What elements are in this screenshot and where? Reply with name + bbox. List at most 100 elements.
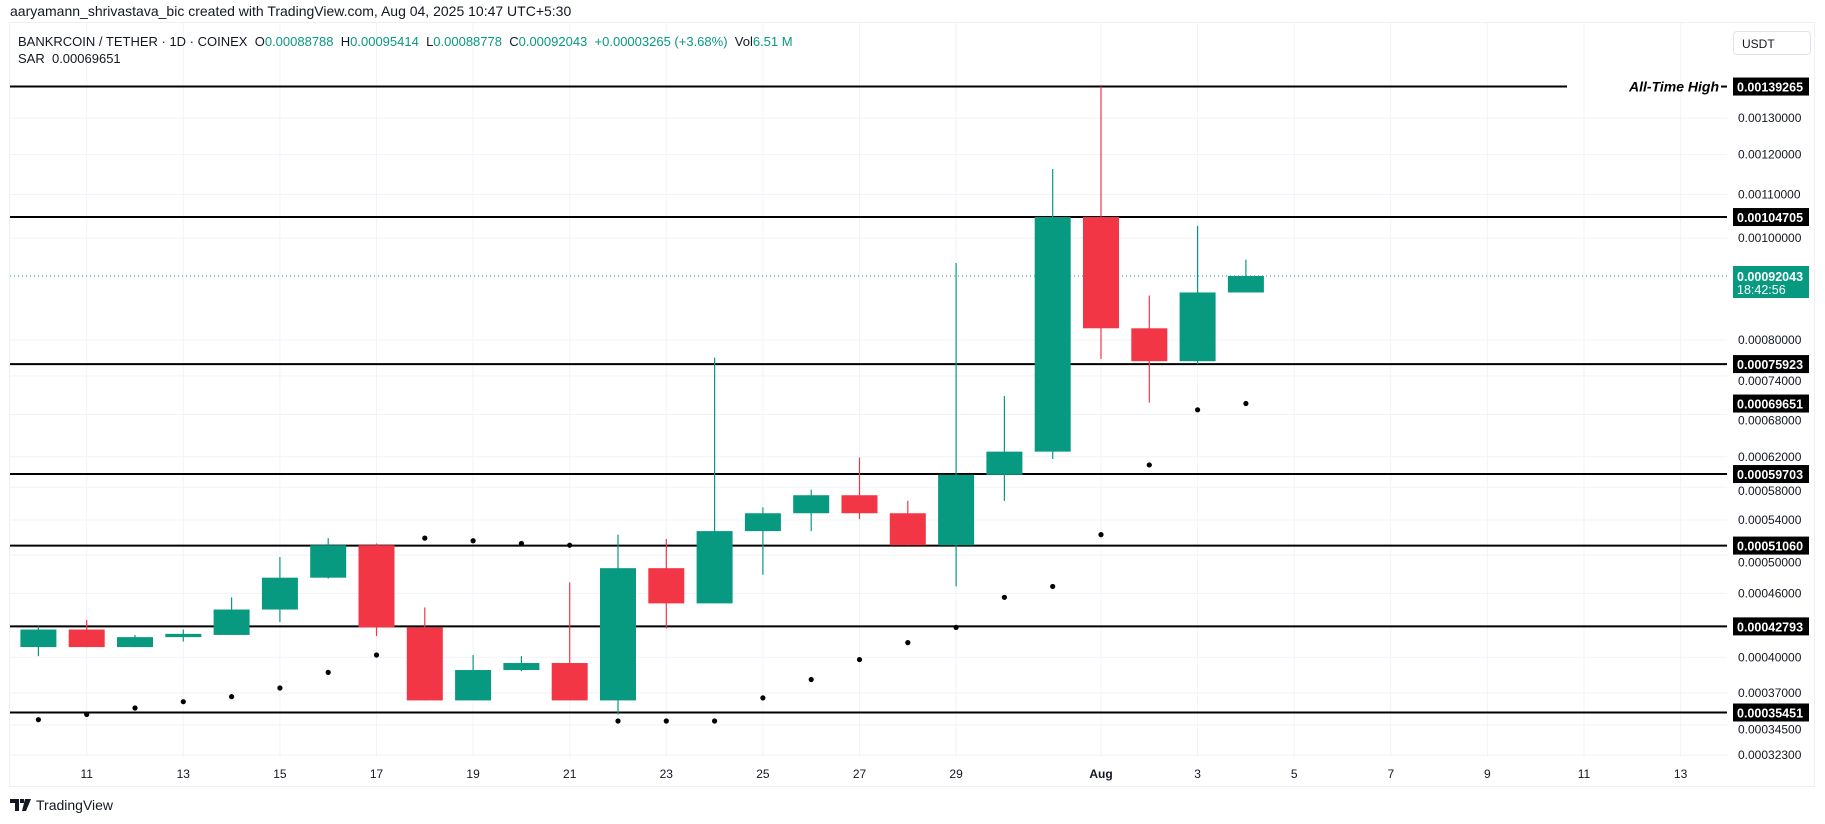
x-tick-label: 11 bbox=[1578, 767, 1591, 781]
y-tick-label: 0.00046000 bbox=[1738, 586, 1802, 600]
candle-up bbox=[1179, 292, 1216, 362]
sar-dot bbox=[1050, 583, 1056, 590]
level-price-label-bg bbox=[1733, 465, 1809, 484]
x-tick-label: 17 bbox=[370, 767, 384, 781]
candle-up bbox=[696, 531, 733, 604]
y-tick-label: 0.00058000 bbox=[1738, 484, 1802, 498]
candle-up bbox=[938, 474, 975, 546]
last-price-label: 0.00092043 bbox=[1737, 270, 1803, 284]
candle-down bbox=[551, 663, 588, 701]
y-tick-label: 0.00062000 bbox=[1738, 450, 1802, 464]
candle-up bbox=[503, 663, 540, 671]
candle-up bbox=[117, 637, 153, 648]
y-tick-label: 0.00034500 bbox=[1738, 723, 1802, 737]
candle-up bbox=[20, 629, 57, 648]
low-label: L bbox=[426, 34, 434, 49]
candle-down bbox=[648, 568, 685, 604]
chart-pane[interactable] bbox=[9, 22, 1815, 787]
candle-up bbox=[261, 577, 298, 610]
sar-dot bbox=[615, 718, 621, 724]
y-tick-label: 0.00120000 bbox=[1738, 148, 1802, 162]
sar-dot bbox=[808, 676, 814, 683]
low-value: 0.00088778 bbox=[433, 34, 502, 49]
sar-dot bbox=[712, 718, 718, 724]
level-price-label-bg bbox=[1733, 208, 1809, 227]
last-price-label-bg bbox=[1733, 265, 1809, 298]
sar-dot bbox=[1243, 400, 1249, 407]
level-price-label: 0.00104705 bbox=[1737, 211, 1803, 225]
candle-down bbox=[358, 545, 395, 628]
sar-dot bbox=[180, 699, 186, 705]
y-tick-label: 0.00068000 bbox=[1738, 414, 1802, 428]
level-price-label-bg bbox=[1733, 703, 1809, 722]
candle-countdown: 18:42:56 bbox=[1737, 283, 1786, 297]
candle-up bbox=[455, 670, 492, 701]
close-value: 0.00092043 bbox=[518, 34, 588, 49]
currency-button[interactable]: USDT bbox=[1733, 31, 1811, 55]
x-tick-label: 3 bbox=[1194, 767, 1201, 781]
sar-dot bbox=[905, 640, 911, 646]
tradingview-logo-icon bbox=[10, 799, 31, 811]
tradingview-logo[interactable]: TradingView bbox=[10, 797, 113, 813]
y-tick-label: 0.00110000 bbox=[1738, 187, 1801, 201]
candle-up bbox=[310, 545, 347, 578]
sar-dot bbox=[229, 694, 235, 700]
sar-dot bbox=[84, 711, 90, 718]
level-price-label-bg bbox=[1733, 536, 1809, 555]
symbol-title[interactable]: BANKRCOIN / TETHER · 1D · COINEX bbox=[18, 34, 248, 49]
sar-dot bbox=[1195, 407, 1201, 413]
candle-up bbox=[1227, 275, 1264, 293]
high-label: H bbox=[340, 34, 351, 49]
candle-down bbox=[889, 513, 926, 546]
x-tick-label: 13 bbox=[177, 767, 191, 781]
sar-dot bbox=[518, 540, 525, 547]
candle-up bbox=[213, 609, 250, 635]
footer-brand: TradingView bbox=[36, 797, 114, 813]
close-label: C bbox=[509, 34, 519, 49]
sar-dot bbox=[325, 669, 331, 675]
sar-dot bbox=[470, 538, 476, 544]
level-price-label: 0.00059703 bbox=[1737, 468, 1803, 482]
x-tick-label: 11 bbox=[80, 767, 93, 781]
symbol-legend: BANKRCOIN / TETHER · 1D · COINEX O0.0008… bbox=[18, 34, 793, 49]
x-tick-label: 25 bbox=[756, 767, 770, 781]
level-price-label: 0.00075923 bbox=[1737, 358, 1803, 372]
y-tick-label: 0.00080000 bbox=[1738, 333, 1802, 347]
sar-dot bbox=[856, 656, 863, 663]
ath-annotation: All-Time High bbox=[1628, 79, 1719, 95]
sar-price-label-bg bbox=[1733, 394, 1809, 413]
sar-legend[interactable]: SAR 0.00069651 bbox=[18, 51, 121, 66]
sar-price-label: 0.00069651 bbox=[1737, 398, 1803, 412]
level-price-label: 0.00035451 bbox=[1737, 707, 1803, 721]
candle-down bbox=[406, 627, 443, 701]
x-tick-label: 27 bbox=[853, 767, 867, 781]
x-tick-label: 29 bbox=[949, 767, 963, 781]
open-value: 0.00088788 bbox=[264, 34, 334, 49]
sar-dot bbox=[277, 685, 283, 691]
y-tick-label: 0.00130000 bbox=[1738, 111, 1802, 125]
level-price-label-bg bbox=[1733, 77, 1809, 96]
x-tick-label: 19 bbox=[466, 767, 480, 781]
sar-dot bbox=[373, 652, 380, 658]
x-tick-label: 15 bbox=[273, 767, 287, 781]
candle-down bbox=[1131, 328, 1168, 362]
sar-dot bbox=[1146, 462, 1152, 468]
candle-up bbox=[986, 451, 1023, 475]
sar-label: SAR bbox=[18, 51, 45, 66]
y-tick-label: 0.00074000 bbox=[1738, 374, 1802, 388]
y-tick-label: 0.00054000 bbox=[1738, 513, 1802, 527]
sar-dot bbox=[132, 705, 138, 711]
y-tick-label: 0.00050000 bbox=[1738, 556, 1802, 570]
y-tick-label: 0.00032300 bbox=[1738, 748, 1802, 762]
candle-up bbox=[600, 568, 636, 701]
candle-down bbox=[841, 495, 878, 514]
volume-value: 6.51 M bbox=[752, 34, 793, 49]
level-price-label: 0.00051060 bbox=[1737, 540, 1803, 554]
sar-dot bbox=[760, 695, 766, 701]
sar-value: 0.00069651 bbox=[51, 51, 121, 66]
x-tick-label: 13 bbox=[1674, 767, 1688, 781]
level-price-label: 0.00139265 bbox=[1737, 81, 1803, 95]
level-price-label-bg bbox=[1733, 617, 1809, 636]
sar-dot bbox=[953, 624, 959, 630]
